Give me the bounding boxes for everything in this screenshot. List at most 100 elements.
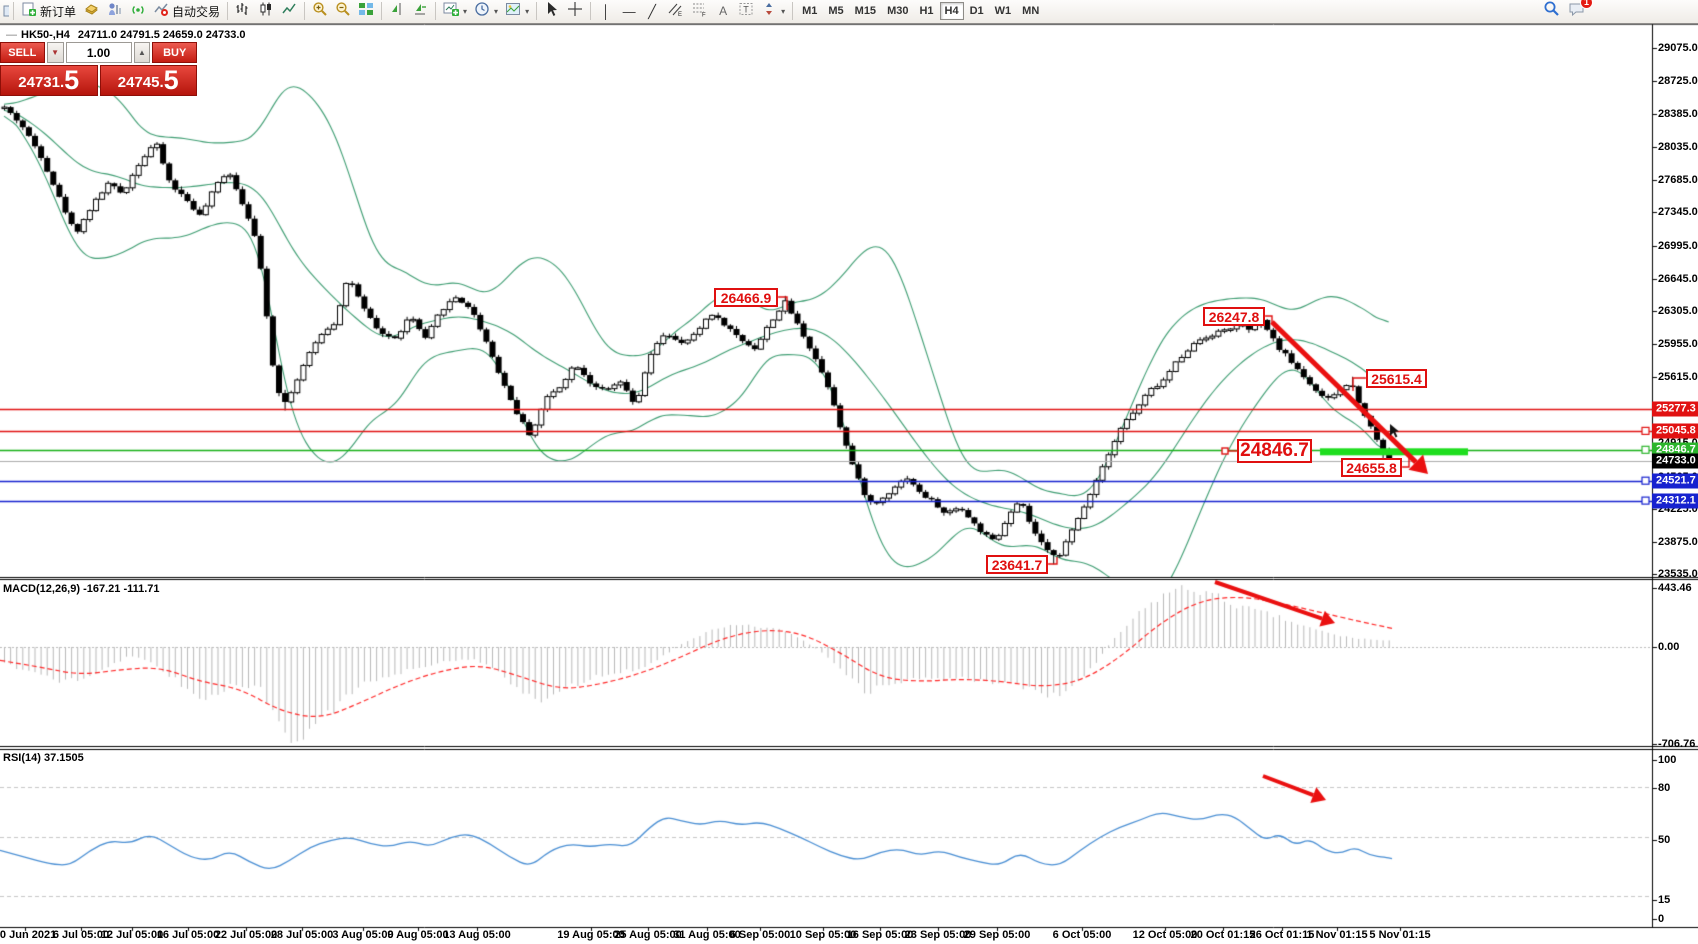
tab-timeframe-m5[interactable]: M5 <box>828 5 844 17</box>
price-tick-label: 25615.0 <box>1658 370 1698 383</box>
fibonacci-tool[interactable]: F <box>688 1 711 21</box>
rsi-indicator-title: RSI(14) 37.1505 <box>3 752 84 764</box>
zoom-in-icon <box>312 1 328 22</box>
one-click-trading-panel: SELL ▼ ▲ BUY 24731.5 24745.5 <box>0 42 197 96</box>
bar-chart-mode-button[interactable] <box>232 1 254 21</box>
date-label: 26 Oct 01:15 <box>1249 929 1315 941</box>
tab-timeframe-h1[interactable]: H1 <box>919 5 934 17</box>
indicator-scale-label: 100 <box>1658 754 1677 766</box>
price-callout-label: 23641.7 <box>986 555 1048 574</box>
auto-trading-button[interactable]: 自动交易 <box>150 1 223 21</box>
new-order-button[interactable]: 新订单 <box>18 1 79 21</box>
auto-trading-icon <box>153 1 169 22</box>
main-toolbar: 新订单 自动交易 ▾ ▾ ▾ │ — ╱ E F A T ▾ M1 M5 M15… <box>0 0 1698 24</box>
price-tick-label: 28035.0 <box>1658 140 1698 153</box>
toolbar-separator <box>381 2 383 20</box>
auto-scroll-button[interactable] <box>409 1 431 21</box>
arrows-tool[interactable]: ▾ <box>758 1 788 21</box>
volume-decrease-button[interactable]: ▼ <box>46 42 64 63</box>
tab-timeframe-d1[interactable]: D1 <box>969 5 984 17</box>
search-icon[interactable] <box>1543 0 1560 22</box>
buy-button[interactable]: BUY <box>152 42 197 63</box>
cursor-tool-button[interactable] <box>541 1 563 21</box>
price-tick-label: 29075.0 <box>1658 42 1698 54</box>
date-label: 22 Jul 05:00 <box>214 929 278 941</box>
price-tick-label: 27345.0 <box>1658 206 1698 219</box>
volume-increase-button[interactable]: ▲ <box>133 42 151 63</box>
toolbar-separator <box>13 2 14 20</box>
new-chart-button[interactable]: ▾ <box>440 1 470 21</box>
cursor-icon <box>544 1 560 22</box>
sell-button[interactable]: SELL <box>0 42 45 63</box>
volume-input[interactable] <box>65 42 132 63</box>
trendline-tool[interactable]: ╱ <box>641 1 663 21</box>
toolbar-separator <box>590 2 592 20</box>
line-chart-icon <box>281 1 297 22</box>
symbol-ohlc-bar: — HK50-,H4 24711.0 24791.5 24659.0 24733.0 <box>6 29 246 41</box>
date-label: 28 Jul 05:00 <box>270 929 334 941</box>
buy-price-box[interactable]: 24745. 5 <box>99 65 197 96</box>
fibonacci-icon: F <box>691 1 708 22</box>
market-watch-button[interactable] <box>80 1 103 21</box>
tab-timeframe-h4[interactable]: H4 <box>939 2 964 20</box>
chart-shift-button[interactable] <box>386 1 408 21</box>
new-order-label: 新订单 <box>40 4 77 19</box>
candlestick-icon <box>258 1 274 22</box>
toolbar-separator <box>304 2 306 20</box>
date-label: 6 Oct 05:00 <box>1052 929 1112 941</box>
new-chart-icon <box>443 1 460 22</box>
tab-timeframe-m15[interactable]: M15 <box>854 5 877 17</box>
date-label: 10 Sep 05:00 <box>789 929 857 941</box>
price-tag: 24521.7 <box>1652 473 1698 489</box>
price-tick-label: 23875.0 <box>1658 536 1698 549</box>
svg-text:T: T <box>743 4 749 14</box>
date-label: 6 Sep 05:00 <box>729 929 791 941</box>
sell-price-box[interactable]: 24731. 5 <box>0 65 98 96</box>
indicator-scale-label: 0 <box>1658 913 1665 925</box>
date-label: 31 Aug 05:00 <box>673 929 741 941</box>
tab-timeframe-mn[interactable]: MN <box>1022 5 1040 17</box>
sell-price-main: 24731. <box>18 74 65 91</box>
auto-trading-label: 自动交易 <box>172 4 221 19</box>
date-label: 3 Aug 05:00 <box>332 929 394 941</box>
tile-windows-button[interactable] <box>355 1 377 21</box>
clipped-edge-icon <box>0 3 9 19</box>
price-tag: 24733.0 <box>1652 453 1698 469</box>
date-label: 30 Jun 2021 <box>0 929 57 941</box>
tab-timeframe-m1[interactable]: M1 <box>802 5 818 17</box>
vertical-line-tool[interactable]: │ <box>595 1 617 21</box>
svg-text:F: F <box>702 12 706 17</box>
vertical-line-icon: │ <box>602 3 611 19</box>
text-tool[interactable]: A <box>712 1 734 21</box>
channel-tool[interactable]: E <box>664 1 687 21</box>
zoom-in-button[interactable] <box>309 1 331 21</box>
new-order-icon <box>21 1 37 22</box>
horizontal-line-tool[interactable]: — <box>618 1 640 21</box>
date-label: 25 Aug 05:00 <box>614 929 682 941</box>
indicator-scale-label: -706.76 <box>1658 738 1696 750</box>
line-chart-mode-button[interactable] <box>278 1 300 21</box>
minimized-object-dash: — <box>6 29 17 41</box>
tab-timeframe-w1[interactable]: W1 <box>994 5 1012 17</box>
text-label-tool[interactable]: T <box>735 1 757 21</box>
indicator-scale-label: 15 <box>1658 894 1671 906</box>
price-callout-label: 24655.8 <box>1341 458 1402 477</box>
zoom-out-icon <box>335 1 351 22</box>
crosshair-tool-button[interactable] <box>564 1 586 21</box>
bar-chart-icon <box>235 1 251 22</box>
date-label: 19 Aug 05:00 <box>557 929 625 941</box>
template-button[interactable]: ▾ <box>502 1 532 21</box>
buy-price-big-digit: 5 <box>163 65 179 95</box>
price-tick-label: 23535.0 <box>1658 568 1698 581</box>
notifications-button[interactable]: 1 <box>1568 0 1593 22</box>
signals-button[interactable] <box>127 1 149 21</box>
period-button[interactable]: ▾ <box>471 1 501 21</box>
tab-timeframe-m30[interactable]: M30 <box>887 5 909 17</box>
candlestick-mode-button[interactable] <box>255 1 277 21</box>
ohlc-quote: 24711.0 24791.5 24659.0 24733.0 <box>77 29 246 41</box>
zoom-out-button[interactable] <box>332 1 354 21</box>
date-label: 12 Oct 05:00 <box>1132 929 1198 941</box>
date-label: 16 Sep 05:00 <box>846 929 914 941</box>
data-window-button[interactable] <box>104 1 126 21</box>
